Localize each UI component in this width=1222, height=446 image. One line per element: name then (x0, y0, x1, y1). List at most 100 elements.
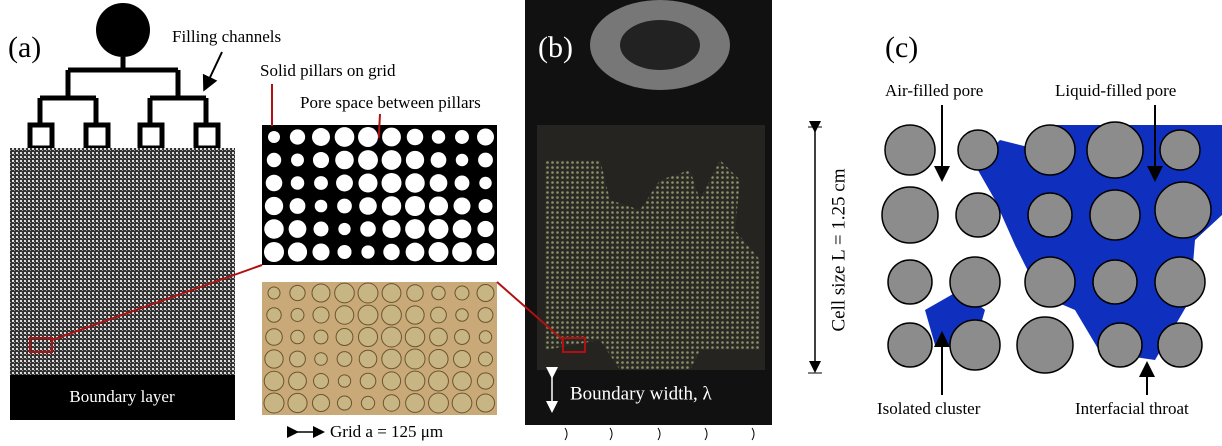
pillar (289, 372, 307, 390)
pillar (882, 187, 938, 243)
annotation: Filling channels (172, 27, 281, 46)
pillar (315, 353, 328, 366)
pillar (1158, 323, 1202, 367)
panel-b: (b) Boundary width, λ Cell size L = 1.25… (497, 0, 849, 440)
pillar (268, 131, 280, 143)
pillar (264, 371, 284, 391)
pillar (268, 287, 280, 299)
pillar (314, 330, 328, 344)
pillar (313, 307, 329, 323)
pillar (406, 243, 425, 262)
pillar (456, 154, 468, 166)
arrow (205, 52, 222, 88)
panel-label: (c) (885, 31, 918, 64)
pillar (1017, 317, 1073, 373)
pillar (360, 373, 376, 389)
panel-c: (c) Air-filled pore Liquid-filled pore I… (877, 31, 1222, 418)
pillar (358, 173, 377, 192)
pillar (1155, 182, 1211, 238)
annotation: Liquid-filled pore (1055, 81, 1176, 100)
pillar (958, 130, 998, 170)
pillar (337, 199, 352, 214)
inlet (620, 20, 700, 70)
pillar (267, 308, 281, 322)
pillar (358, 283, 378, 303)
annotation: Solid pillars on grid (260, 61, 396, 80)
pillar (312, 284, 330, 302)
pillar (312, 128, 330, 146)
pillar (405, 371, 425, 391)
pillar (476, 394, 494, 412)
pillar (383, 244, 399, 260)
pillar (432, 286, 445, 299)
pillar (405, 196, 425, 216)
pillar (264, 242, 284, 262)
pillar (382, 150, 402, 170)
pillar (452, 393, 472, 413)
pillar (314, 176, 328, 190)
pillar (455, 330, 470, 345)
pillar (454, 351, 471, 368)
pillar (956, 193, 1000, 237)
pillar (382, 173, 402, 193)
pillar (888, 323, 932, 367)
pillar (1025, 257, 1075, 307)
pillar (336, 329, 353, 346)
pillar (289, 220, 307, 238)
pillar (291, 154, 304, 167)
pillar (406, 306, 424, 324)
pillar (290, 351, 306, 367)
pillar (430, 328, 448, 346)
pillar (432, 130, 445, 143)
pillar (1090, 190, 1140, 240)
pillar (455, 130, 469, 144)
pillar (452, 242, 472, 262)
pillar (314, 222, 329, 237)
pillar (290, 129, 305, 144)
pillar (1098, 323, 1142, 367)
pillar (405, 349, 425, 369)
outflow-arrows (565, 428, 754, 440)
pillar (1087, 122, 1143, 178)
pillar (477, 221, 493, 237)
pillar (405, 327, 424, 346)
pillar (382, 284, 401, 303)
pillar (312, 243, 329, 260)
pillar (335, 283, 355, 303)
annotation: Isolated cluster (877, 399, 981, 418)
figure: (a) Filling channels Boundary layer Soli… (0, 0, 1222, 446)
annotation: Boundary width, λ (570, 383, 712, 404)
pillar (315, 200, 328, 213)
pillar (358, 305, 378, 325)
pillar (405, 219, 425, 239)
pillar (382, 220, 400, 238)
pillar (337, 245, 351, 259)
pillar (1025, 125, 1075, 175)
pillar (312, 394, 329, 411)
annotation: Air-filled pore (885, 81, 983, 100)
pillar (359, 350, 377, 368)
pillar (382, 327, 402, 347)
pillar (265, 197, 283, 215)
pillar (950, 320, 1000, 370)
pillar (358, 150, 378, 170)
pillar (1093, 260, 1137, 304)
pillar (430, 174, 448, 192)
pillar (888, 260, 932, 304)
pillar (265, 350, 283, 368)
pillar (337, 396, 351, 410)
pillar (267, 153, 281, 167)
pillar (337, 352, 352, 367)
reservoir (96, 3, 150, 57)
pillar (477, 373, 493, 389)
pillar (361, 245, 374, 258)
pillar (406, 394, 425, 413)
pillar (479, 177, 491, 189)
pillar (406, 151, 424, 169)
pillar (429, 196, 448, 215)
pillar (288, 242, 307, 261)
pillar (290, 198, 306, 214)
pillar (382, 305, 402, 325)
pillar (431, 307, 447, 323)
pillar (950, 257, 1000, 307)
